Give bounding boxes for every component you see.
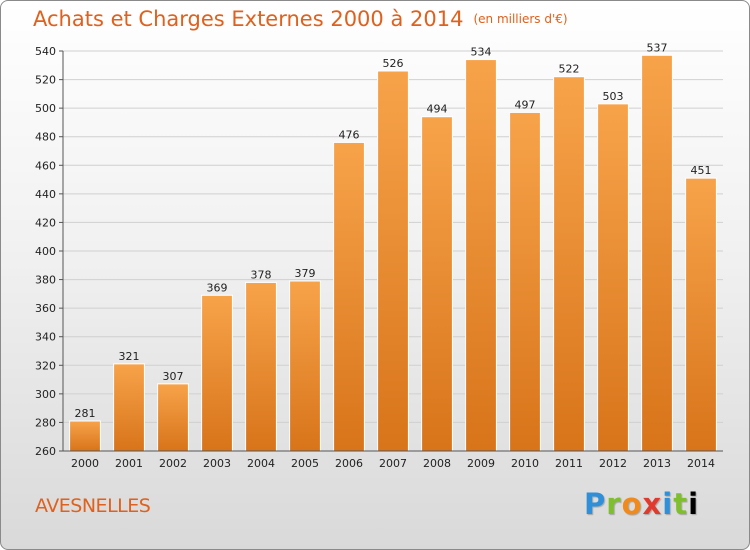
x-tick-label: 2000 [71, 457, 99, 470]
x-tick-label: 2004 [247, 457, 275, 470]
bar-2000 [69, 420, 101, 452]
y-tick-label: 320 [35, 359, 56, 372]
data-label: 503 [603, 90, 624, 103]
data-label: 522 [559, 63, 580, 76]
bar-2003 [201, 294, 233, 452]
bar-2012 [597, 103, 629, 452]
x-tick-label: 2009 [467, 457, 495, 470]
y-tick-label: 520 [35, 74, 56, 87]
bar-2006 [333, 141, 365, 452]
x-tick-label: 2001 [115, 457, 143, 470]
x-tick-label: 2008 [423, 457, 451, 470]
x-tick-label: 2010 [511, 457, 539, 470]
data-label: 321 [119, 350, 140, 363]
data-label: 497 [515, 98, 536, 111]
x-tick-labels: 2000 2001 2002 2003 2004 2005 2006 2007 2008 2009… [71, 457, 715, 470]
x-tick-label: 2013 [643, 457, 671, 470]
data-label: 307 [163, 370, 184, 383]
bar-2004 [245, 281, 277, 452]
bar-2010 [509, 111, 541, 452]
y-tick-label: 540 [35, 45, 56, 58]
y-tick-label: 500 [35, 102, 56, 115]
data-label: 281 [75, 407, 96, 420]
data-label: 537 [647, 41, 668, 54]
y-tick-labels: 260 280 300 320 340 360 380 400 420 440 460 480 500 5… [35, 45, 56, 458]
y-tick-label: 460 [35, 159, 56, 172]
y-tick-label: 400 [35, 245, 56, 258]
x-tick-label: 2006 [335, 457, 363, 470]
y-tick-label: 340 [35, 331, 56, 344]
x-tick-label: 2003 [203, 457, 231, 470]
chart-title-text: Achats et Charges Externes 2000 à 2014 [33, 7, 464, 31]
chart-subtitle: (en milliers d'€) [473, 12, 568, 26]
y-tick-label: 280 [35, 416, 56, 429]
bar-2002 [157, 383, 189, 452]
data-label: 369 [207, 281, 228, 294]
data-label: 534 [471, 46, 492, 59]
x-tick-label: 2011 [555, 457, 583, 470]
x-tick-label: 2002 [159, 457, 187, 470]
data-label: 494 [427, 103, 448, 116]
data-label: 451 [691, 164, 712, 177]
bar-2007 [377, 70, 409, 452]
proxiti-logo: Proxiti [584, 487, 700, 521]
x-tick-label: 2012 [599, 457, 627, 470]
axes [62, 51, 723, 452]
x-tick-label: 2007 [379, 457, 407, 470]
bar-2013 [641, 54, 673, 452]
y-tick-label: 300 [35, 388, 56, 401]
data-label: 526 [383, 57, 404, 70]
y-tick-label: 480 [35, 131, 56, 144]
bar-2005 [289, 280, 321, 452]
town-name: AVESNELLES [35, 495, 151, 517]
x-tick-label: 2014 [687, 457, 715, 470]
y-tick-label: 380 [35, 274, 56, 287]
x-tick-label: 2005 [291, 457, 319, 470]
y-tick-label: 260 [35, 445, 56, 458]
chart-title: Achats et Charges Externes 2000 à 2014 (e… [33, 7, 568, 31]
bar-2001 [113, 363, 145, 452]
y-tick-label: 360 [35, 302, 56, 315]
bar-2011 [553, 76, 585, 452]
bar-2009 [465, 59, 497, 452]
bar-2014 [685, 177, 717, 452]
y-tick-label: 440 [35, 188, 56, 201]
bar-2008 [421, 116, 453, 452]
y-tick-label: 420 [35, 216, 56, 229]
bars [69, 54, 717, 452]
data-labels: 281 321 307 369 378 379 476 526 494 534 497 522 503 5… [75, 41, 712, 420]
data-label: 378 [251, 268, 272, 281]
data-label: 379 [295, 267, 316, 280]
data-label: 476 [339, 128, 360, 141]
